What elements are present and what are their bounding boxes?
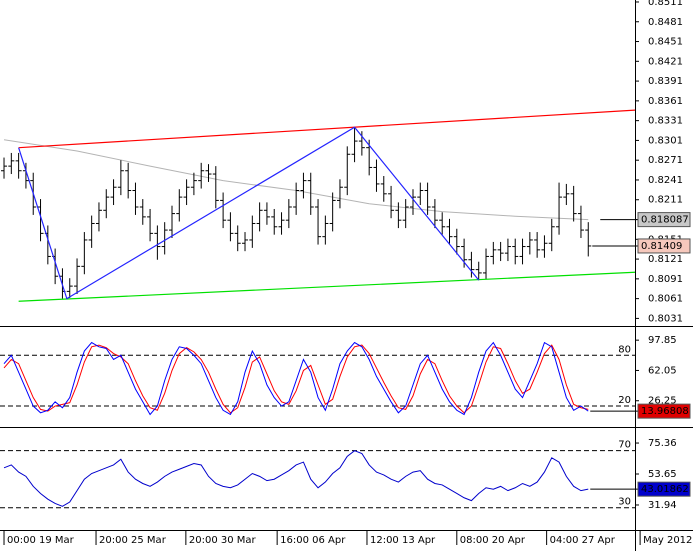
value-box [637,403,691,419]
value-box-label: 0.81409 [641,241,682,252]
panel [0,450,635,509]
y-tick-label: 0.8511 [648,0,683,8]
y-tick-label: 0.8301 [648,135,683,146]
value-box-label: 13.96808 [641,406,689,417]
value-box [637,212,691,228]
y-tick-label: 0.8331 [648,116,683,127]
y-tick-label: 62.05 [648,365,677,376]
y-tick-label: 75.36 [648,438,677,449]
y-tick-label: 0.8241 [648,175,683,186]
value-box-label: 0.818087 [641,215,689,226]
y-tick-label: 0.8361 [648,96,683,107]
y-tick-label: 0.8061 [648,294,683,305]
x-tick-label: 20:00 25 Mar [99,535,167,546]
level-label: 30 [618,497,631,508]
x-tick-label: 04:00 27 Apr [550,535,616,546]
level-label: 70 [618,440,631,451]
panel [1,109,635,302]
trend-line [18,109,635,149]
x-tick-label: 00:00 19 Mar [7,535,75,546]
y-tick-label: 0.8451 [648,37,683,48]
y-tick-label: 0.8031 [648,313,683,324]
value-box [637,481,691,497]
panel [0,341,635,416]
y-tick-label: 0.8121 [648,254,683,265]
y-tick-label: 0.8271 [648,155,683,166]
value-box-label: 43.01862 [641,484,689,495]
indicator-line [3,341,589,416]
y-tick-label: 0.8421 [648,56,683,67]
y-tick-label: 0.8091 [648,274,683,285]
indicator-line [3,344,589,414]
level-label: 20 [618,395,631,406]
trend-line [18,271,635,302]
y-tick-label: 97.85 [648,335,677,346]
x-tick-label: 12:00 13 Apr [370,535,436,546]
indicator-line [3,450,589,507]
y-tick-label: 26.25 [648,396,677,407]
y-tick-label: 0.8391 [648,76,683,87]
y-tick-label: 31.94 [648,500,677,511]
x-tick-label: May 2012 [643,535,692,546]
value-box [637,238,691,254]
y-tick-label: 53.65 [648,469,677,480]
level-label: 80 [618,344,631,355]
y-tick-label: 0.8211 [648,195,683,206]
y-tick-label: 0.8481 [648,17,683,28]
x-tick-label: 20:00 30 Mar [189,535,257,546]
x-tick-label: 16:00 06 Apr [280,535,346,546]
trend-line [18,126,480,300]
x-tick-label: 08:00 20 Apr [460,535,526,546]
